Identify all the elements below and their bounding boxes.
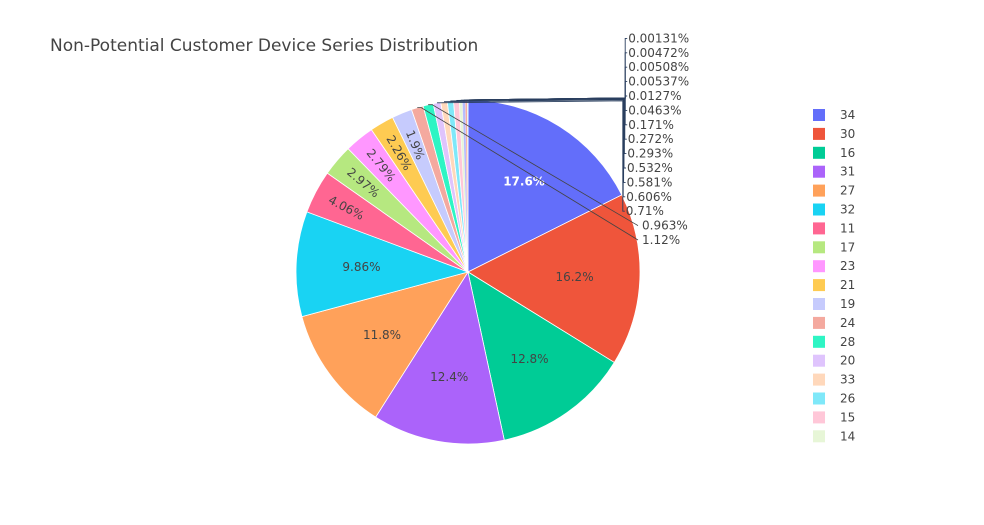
legend-swatch-31[interactable] — [813, 165, 825, 178]
legend-swatch-20[interactable] — [813, 354, 825, 367]
slice-label: 16.2% — [555, 270, 593, 284]
label-leader-line — [428, 104, 639, 226]
slice-label: 17.6% — [503, 174, 545, 188]
legend-swatch-14[interactable] — [813, 430, 825, 443]
legend-label-16[interactable]: 16 — [840, 146, 855, 160]
legend-swatch-19[interactable] — [813, 298, 825, 310]
legend-swatch-30[interactable] — [813, 127, 825, 140]
slice-label: 12.8% — [510, 352, 548, 366]
slice-outside-label: 0.0463% — [628, 103, 681, 117]
pie-slice-31[interactable] — [375, 270, 505, 445]
legend: 34 30 16 31 27 32 11 17 23 21 19 24 28 20 33 26 15 14 — [813, 108, 855, 443]
pie-slice-16[interactable] — [467, 271, 615, 441]
slice-outside-label: 0.171% — [628, 118, 674, 132]
slice-label: 9.86% — [342, 260, 380, 274]
slice-outside-label: 0.293% — [627, 147, 673, 161]
legend-swatch-23[interactable] — [813, 260, 825, 273]
legend-swatch-15[interactable] — [813, 411, 825, 424]
chart-title: Non-Potential Customer Device Series Dis… — [50, 36, 478, 56]
legend-label-31[interactable]: 31 — [840, 165, 855, 179]
slice-outside-label: 0.606% — [626, 190, 672, 204]
legend-label-24[interactable]: 24 — [840, 316, 855, 330]
legend-swatch-11[interactable] — [813, 222, 825, 235]
slice-outside-label: 0.71% — [626, 204, 664, 218]
legend-swatch-34[interactable] — [813, 109, 825, 121]
slice-outside-label: 0.581% — [627, 175, 673, 189]
legend-label-11[interactable]: 11 — [840, 221, 855, 235]
legend-label-19[interactable]: 19 — [840, 297, 855, 311]
legend-label-21[interactable]: 21 — [840, 278, 855, 292]
legend-swatch-17[interactable] — [813, 241, 825, 254]
legend-label-30[interactable]: 30 — [840, 127, 855, 141]
pie-slice-27[interactable] — [301, 271, 469, 418]
slice-outside-label: 0.0127% — [628, 89, 681, 103]
legend-label-17[interactable]: 17 — [840, 240, 855, 254]
slice-label: 11.8% — [363, 328, 401, 342]
pie-outside-labels: 1.12%0.963%0.71%0.606%0.581%0.532%0.293%… — [417, 31, 689, 247]
legend-label-23[interactable]: 23 — [840, 259, 855, 273]
slice-outside-label: 0.00537% — [628, 75, 689, 89]
pie-slice-30[interactable] — [467, 194, 641, 363]
legend-label-27[interactable]: 27 — [840, 184, 855, 198]
legend-swatch-27[interactable] — [813, 184, 825, 197]
legend-label-15[interactable]: 15 — [840, 410, 855, 424]
legend-swatch-33[interactable] — [813, 373, 825, 386]
slice-outside-label: 0.00131% — [628, 31, 689, 45]
legend-swatch-28[interactable] — [813, 335, 825, 348]
slice-outside-label: 0.00472% — [628, 46, 689, 60]
legend-swatch-24[interactable] — [813, 316, 825, 329]
pie-slices — [295, 99, 641, 445]
legend-label-14[interactable]: 14 — [840, 429, 855, 443]
legend-label-32[interactable]: 32 — [840, 203, 855, 217]
legend-label-26[interactable]: 26 — [840, 392, 855, 406]
slice-outside-label: 1.12% — [642, 233, 680, 247]
slice-label: 12.4% — [430, 370, 468, 384]
legend-swatch-26[interactable] — [813, 392, 825, 405]
legend-label-34[interactable]: 34 — [840, 108, 855, 122]
slice-outside-label: 0.532% — [627, 161, 673, 175]
legend-swatch-32[interactable] — [813, 203, 825, 216]
legend-label-33[interactable]: 33 — [840, 373, 855, 387]
slice-outside-label: 0.00508% — [628, 60, 689, 74]
slice-outside-label: 0.272% — [628, 132, 674, 146]
label-leader-line — [467, 37, 628, 101]
slice-outside-label: 0.963% — [642, 219, 688, 233]
legend-swatch-16[interactable] — [813, 146, 825, 159]
pie-slice-32[interactable] — [295, 211, 470, 318]
legend-label-20[interactable]: 20 — [840, 354, 855, 368]
legend-swatch-21[interactable] — [813, 279, 825, 292]
label-leader-line — [417, 107, 639, 241]
legend-label-28[interactable]: 28 — [840, 335, 855, 349]
